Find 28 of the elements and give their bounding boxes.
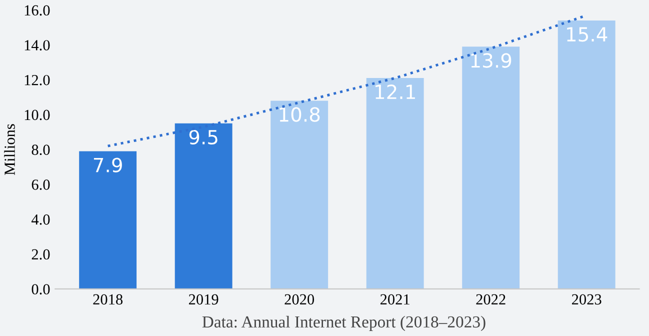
x-tick-label: 2023 [572, 294, 602, 305]
x-tick-label: 2019 [188, 294, 218, 305]
x-tick-label: 2020 [284, 294, 314, 305]
bar [270, 100, 328, 289]
data-label: 15.4 [567, 27, 608, 42]
y-tick-label: 12.0 [24, 74, 50, 86]
x-tick-label: 2018 [93, 294, 123, 305]
y-tick-label: 6.0 [32, 180, 50, 190]
y-tick-label: 4.0 [32, 214, 50, 225]
bar [462, 46, 520, 289]
text: Data: Annual Internet Report (2018–2023) [202, 316, 486, 331]
x-tick-label: 2021 [380, 294, 410, 305]
y-axis-title: Millions [4, 124, 15, 175]
y-tick-label: 16.0 [24, 5, 50, 16]
data-label: 10.8 [280, 107, 320, 122]
bar [366, 78, 424, 289]
data-label: 13.9 [471, 53, 512, 68]
y-tick-label: 14.0 [24, 40, 50, 50]
bar [79, 151, 137, 289]
y-tick-label: 10.0 [24, 110, 50, 120]
data-label: 9.5 [189, 130, 218, 145]
y-tick-label: 0.0 [32, 284, 50, 294]
y-tick-label: 2.0 [32, 249, 50, 260]
bar [558, 20, 616, 289]
x-tick-label: 2022 [476, 294, 506, 305]
data-label: 7.9 [94, 158, 122, 172]
data-label: 12.1 [376, 84, 415, 99]
y-tick-label: 8.0 [32, 144, 50, 156]
